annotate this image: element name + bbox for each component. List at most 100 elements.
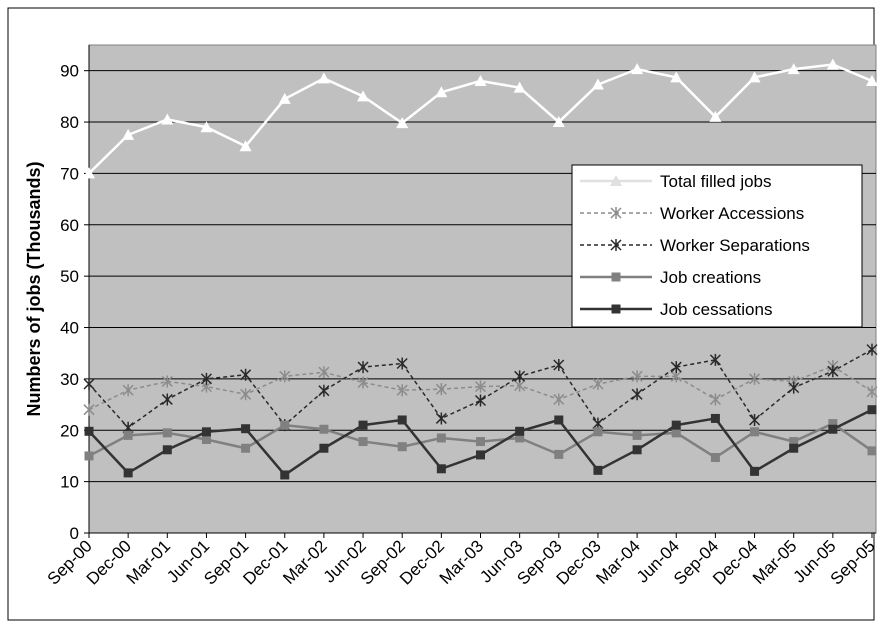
- y-tick-label: 40: [60, 319, 79, 338]
- marker: [610, 239, 622, 251]
- marker: [318, 366, 330, 379]
- marker: [709, 110, 722, 122]
- y-axis-label: Numbers of jobs (Thousands): [24, 161, 44, 416]
- marker: [554, 415, 564, 425]
- marker: [317, 72, 330, 84]
- marker: [631, 370, 643, 383]
- marker: [83, 167, 95, 179]
- y-tick-label: 20: [60, 421, 79, 440]
- marker: [748, 71, 761, 83]
- marker: [162, 428, 172, 438]
- marker: [515, 433, 525, 443]
- marker: [611, 272, 621, 282]
- marker: [357, 361, 369, 374]
- marker: [396, 384, 408, 397]
- marker: [671, 428, 681, 438]
- marker: [319, 424, 329, 434]
- marker: [750, 466, 760, 476]
- marker: [241, 424, 251, 434]
- marker: [828, 424, 838, 434]
- marker: [866, 74, 878, 86]
- series-line: [88, 348, 873, 429]
- marker: [789, 443, 799, 453]
- marker: [161, 113, 174, 125]
- marker: [476, 450, 485, 460]
- marker: [435, 412, 447, 425]
- marker: [631, 63, 644, 75]
- marker: [827, 365, 839, 378]
- marker: [554, 449, 564, 459]
- legend-label: Job cessations: [660, 300, 772, 319]
- marker: [593, 427, 603, 437]
- marker: [476, 437, 485, 447]
- y-tick-label: 80: [60, 113, 79, 132]
- marker: [867, 405, 877, 415]
- marker: [435, 383, 447, 396]
- marker: [161, 375, 173, 388]
- marker: [750, 427, 760, 437]
- marker: [435, 86, 448, 98]
- marker: [749, 413, 761, 426]
- marker: [553, 359, 565, 372]
- marker: [200, 121, 213, 133]
- marker: [436, 464, 446, 474]
- marker: [552, 116, 565, 128]
- marker: [239, 140, 252, 152]
- marker: [397, 415, 407, 425]
- marker: [279, 370, 291, 383]
- marker: [632, 430, 642, 440]
- marker: [123, 430, 133, 440]
- marker: [709, 393, 721, 406]
- series-line: [88, 365, 873, 411]
- marker: [161, 393, 173, 406]
- legend-label: Total filled jobs: [660, 172, 772, 191]
- marker: [84, 426, 94, 436]
- marker: [610, 207, 622, 219]
- marker: [515, 426, 525, 436]
- marker: [357, 90, 370, 102]
- marker: [710, 452, 720, 462]
- y-tick-label: 90: [60, 62, 79, 81]
- marker: [474, 74, 487, 86]
- legend: Total filled jobs Worker Accessions Worker…: [571, 164, 863, 328]
- marker: [280, 420, 290, 430]
- marker: [787, 63, 800, 75]
- legend-label: Worker Accessions: [660, 204, 804, 223]
- marker: [200, 372, 212, 385]
- marker: [513, 81, 526, 93]
- marker: [240, 388, 252, 401]
- marker: [358, 420, 368, 430]
- marker: [201, 435, 211, 445]
- marker: [201, 427, 211, 437]
- marker: [474, 394, 487, 407]
- y-tick-label: 0: [70, 524, 79, 543]
- marker: [866, 343, 878, 356]
- marker: [123, 468, 133, 478]
- y-tick-label: 50: [60, 267, 79, 286]
- marker: [122, 128, 135, 140]
- y-tick-label: 70: [60, 164, 79, 183]
- marker: [671, 420, 681, 430]
- marker: [632, 445, 642, 455]
- marker: [436, 433, 446, 443]
- marker: [670, 71, 683, 83]
- marker: [592, 378, 604, 391]
- y-tick-label: 30: [60, 370, 79, 389]
- marker: [474, 380, 487, 393]
- marker: [749, 372, 761, 385]
- marker: [788, 381, 800, 394]
- marker: [396, 117, 409, 129]
- marker: [670, 361, 682, 374]
- marker: [611, 304, 621, 314]
- marker: [84, 451, 94, 461]
- marker: [789, 437, 799, 447]
- marker: [591, 78, 604, 90]
- marker: [122, 384, 134, 397]
- marker: [83, 378, 95, 391]
- marker: [357, 376, 369, 389]
- y-tick-label: 60: [60, 216, 79, 235]
- marker: [553, 393, 565, 406]
- marker: [866, 385, 878, 398]
- marker: [610, 175, 622, 186]
- marker: [280, 470, 290, 480]
